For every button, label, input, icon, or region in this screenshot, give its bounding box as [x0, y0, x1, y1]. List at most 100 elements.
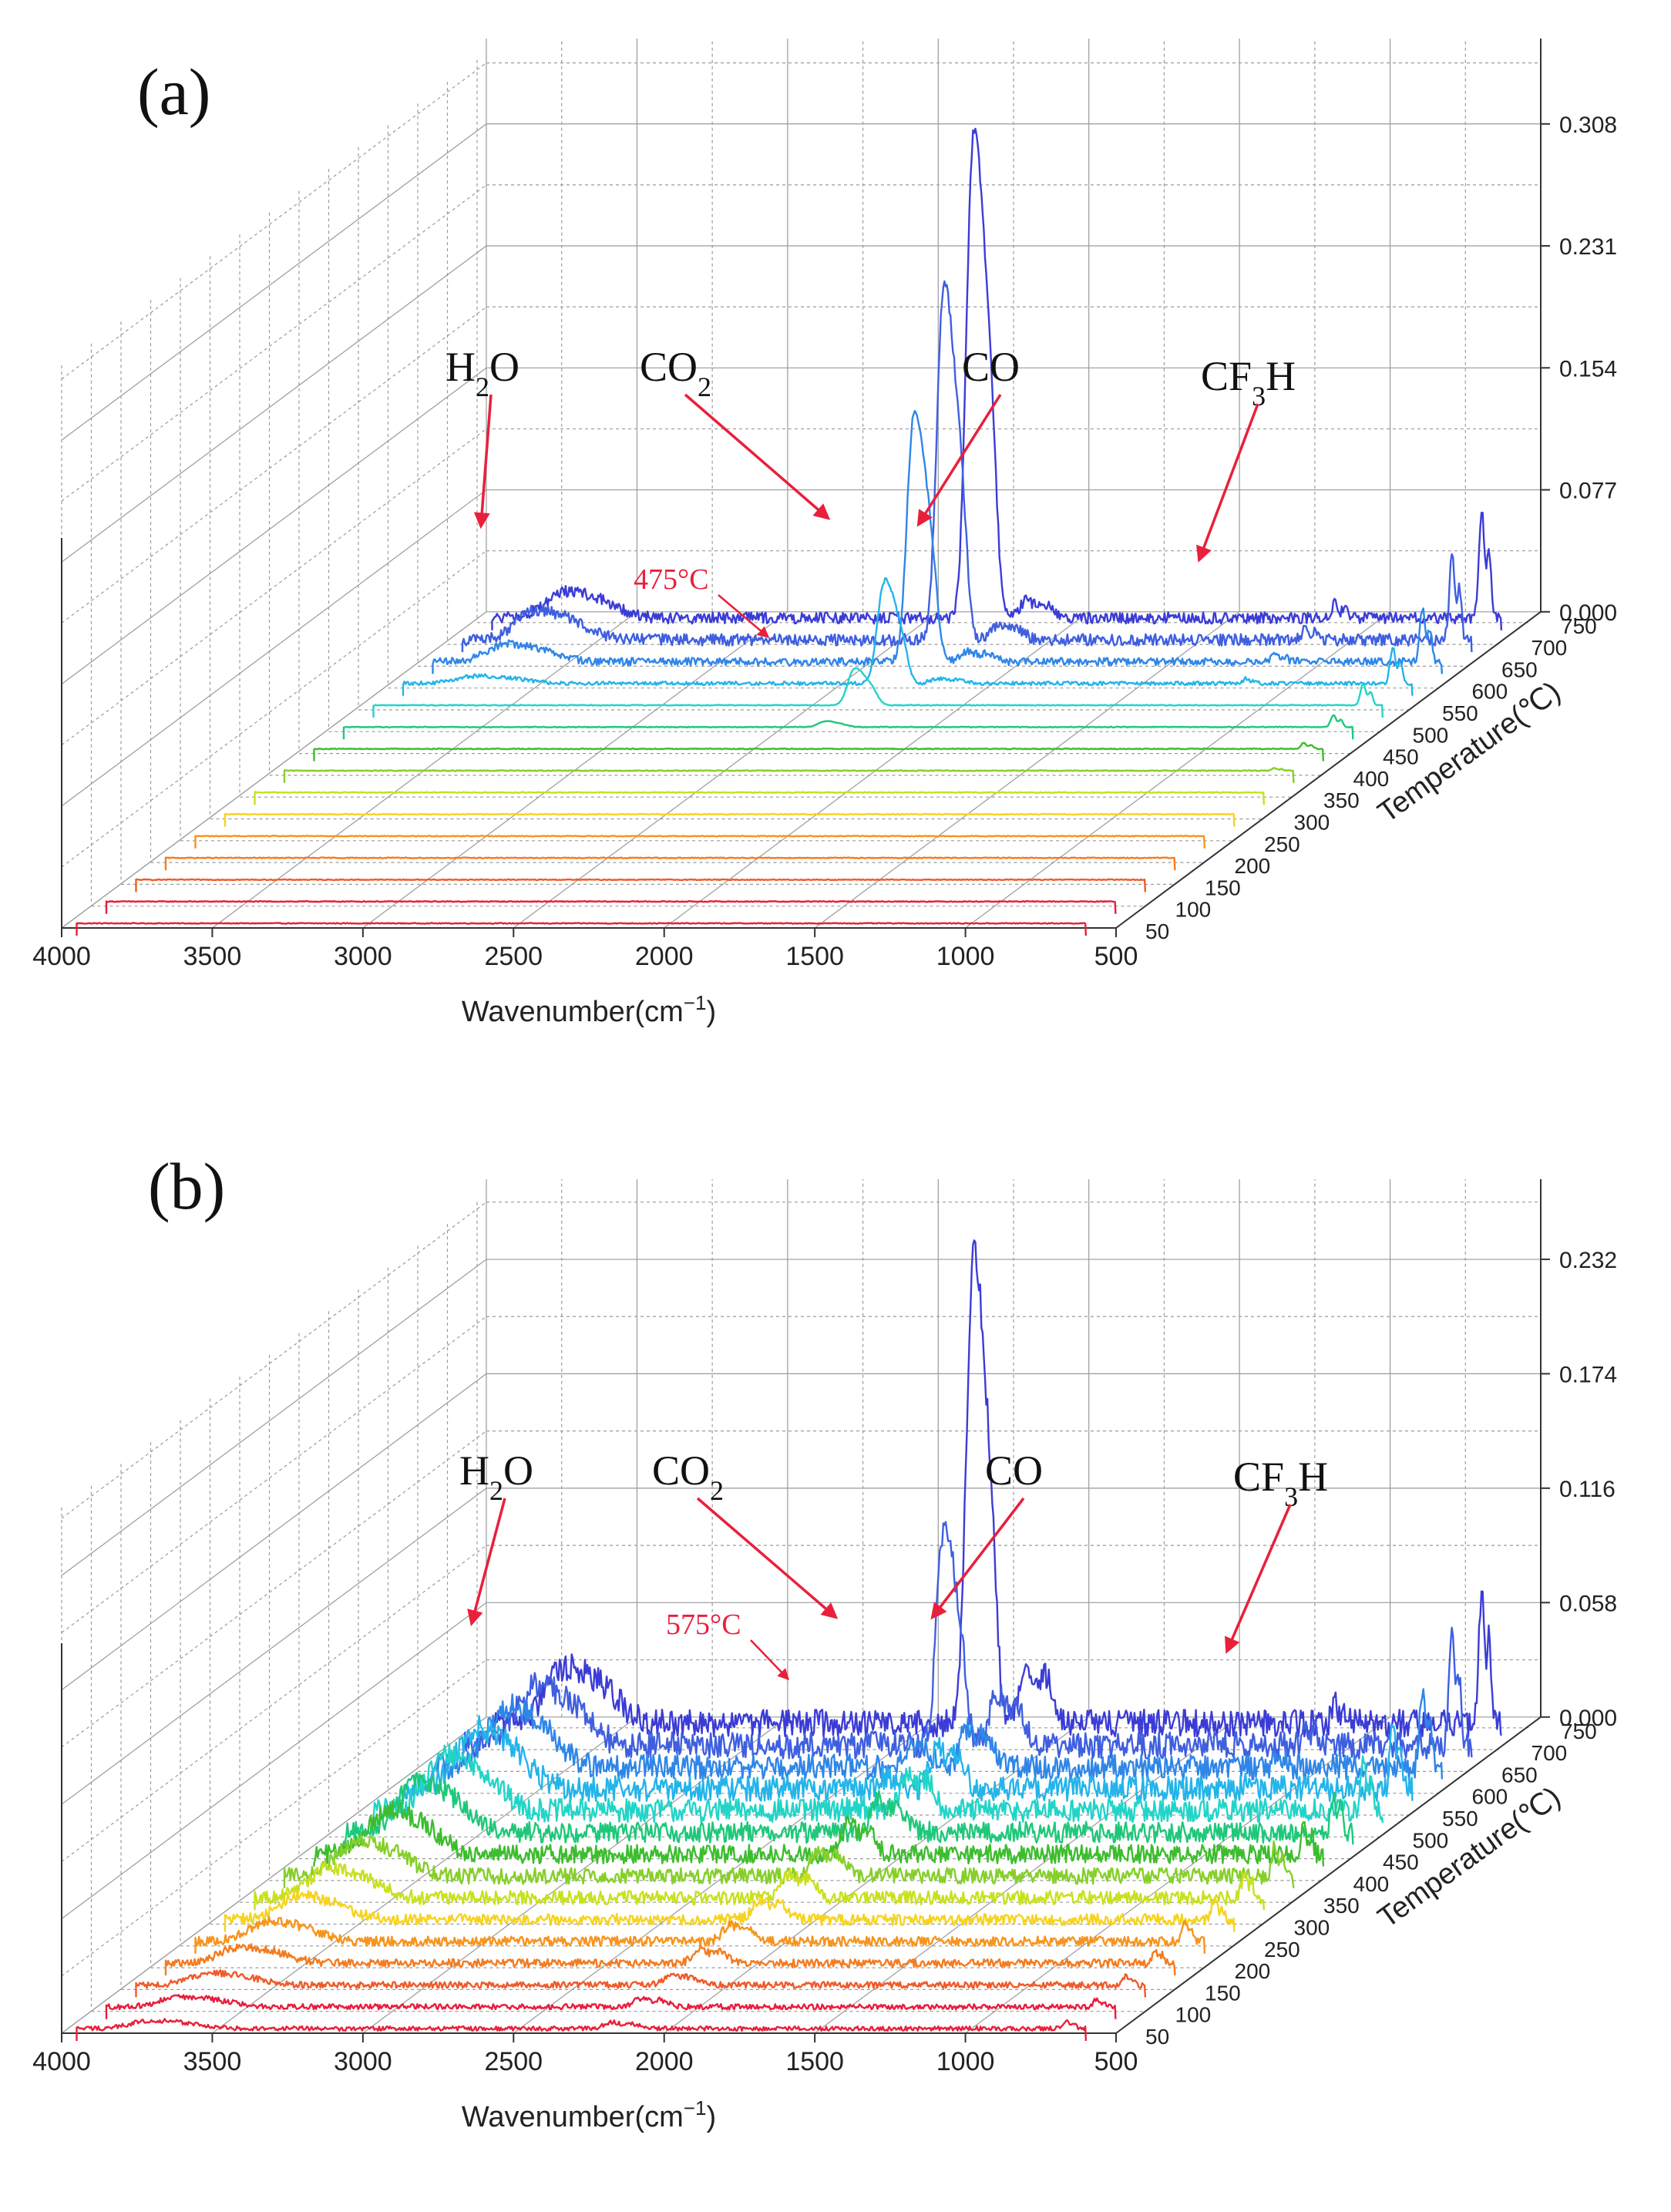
annotation-arrow [750, 1639, 790, 1681]
series-line-700 [461, 280, 1473, 653]
annotation-arrow [684, 393, 831, 520]
series-line-600 [402, 577, 1414, 696]
temperature-tick-label: 250 [1264, 832, 1300, 856]
series-line-200 [164, 1943, 1176, 1976]
temperature-tick-label: 700 [1531, 1741, 1568, 1765]
annotation-label: CF3H [1201, 353, 1296, 412]
temperature-tick-label: 400 [1353, 1872, 1390, 1896]
panel-label: (a) [137, 55, 210, 129]
z-tick-label: 0.232 [1559, 1248, 1617, 1273]
temperature-tick-label: 100 [1175, 2003, 1212, 2027]
z-tick-label: 0.231 [1559, 234, 1617, 260]
temperature-tick-label: 450 [1383, 1851, 1419, 1874]
spectra [76, 1239, 1503, 2042]
grid-lines [61, 1179, 1542, 2034]
temperature-tick-label: 200 [1235, 1959, 1271, 1983]
x-tick-label: 1500 [785, 2047, 844, 2076]
series-line-500 [342, 1772, 1354, 1845]
annotation-label: CO2 [652, 1447, 724, 1506]
z-tick-label: 0.116 [1559, 1477, 1616, 1502]
temperature-tick-labels: 5010015020025030035040045050055060065070… [1145, 1720, 1597, 2049]
series-line-350 [254, 1861, 1266, 1911]
x-tick-label: 4000 [32, 2047, 91, 2076]
series-line-700 [461, 1521, 1473, 1760]
series-line-300 [224, 1890, 1236, 1932]
annotation-label: CO2 [640, 344, 711, 402]
series-line-200 [164, 856, 1176, 871]
series-line-400 [283, 767, 1295, 783]
temperature-tick-label: 250 [1264, 1938, 1300, 1962]
temperature-tick-label: 400 [1353, 767, 1390, 791]
temperature-tick-label: 550 [1442, 1807, 1478, 1830]
z-tick-label: 0.058 [1559, 1591, 1617, 1616]
x-tick-label: 3000 [334, 2047, 392, 2076]
temperature-tick-label: 150 [1205, 1981, 1241, 2005]
z-tick-label: 0.308 [1559, 113, 1617, 138]
series-line-650 [432, 409, 1444, 674]
x-tick-label: 3500 [183, 2047, 242, 2076]
temperature-tick-label: 550 [1442, 701, 1478, 725]
temperature-tick-labels: 5010015020025030035040045050055060065070… [1145, 614, 1597, 943]
x-tick-label: 500 [1094, 2047, 1138, 2076]
temperature-tick-label: 50 [1145, 919, 1169, 943]
temperature-tick-label: 150 [1205, 876, 1241, 899]
annotation-arrow [718, 594, 770, 638]
annotation-arrow [696, 1497, 839, 1619]
temperature-axis-line [1115, 610, 1542, 929]
temperature-tick-label: 750 [1561, 614, 1597, 638]
annotations: H2O CO2 CO CF3H 575°C [459, 1447, 1328, 1681]
temperature-tick-label: 600 [1472, 1785, 1508, 1809]
z-tick-label: 0.174 [1559, 1362, 1617, 1387]
series-line-450 [313, 741, 1325, 761]
panel-b: 4000 3500 3000 2500 2000 1500 1000 500 Wavenumbe… [32, 1149, 1617, 2133]
z-tick-label: 0.154 [1559, 356, 1617, 382]
annotation-arrow [930, 1497, 1025, 1620]
z-tick-labels: 0.000 0.058 0.116 0.174 0.232 [1541, 1248, 1617, 1731]
series-line-650 [432, 1688, 1444, 1780]
annotation-arrow [1196, 403, 1259, 563]
temperature-tick-label: 50 [1145, 2025, 1169, 2049]
x-tick-label: 1000 [936, 942, 995, 971]
x-tick-label: 3000 [334, 942, 392, 971]
temperature-tick-label: 300 [1294, 811, 1330, 835]
x-tick-label: 2500 [484, 2047, 543, 2076]
x-tick-label: 500 [1094, 942, 1138, 971]
spectra [76, 127, 1503, 936]
temperature-tick-label: 700 [1531, 636, 1568, 660]
z-tick-label: 0.077 [1559, 479, 1617, 504]
annotation-label: H2O [445, 344, 519, 402]
x-tick-label: 2000 [635, 942, 694, 971]
x-tick-label: 1500 [785, 942, 844, 971]
panel-a: 4000 3500 3000 2500 2000 1500 1000 500 Wavenumbe… [32, 39, 1617, 1028]
series-line-100 [105, 1994, 1117, 2019]
series-line-300 [224, 812, 1236, 827]
x-tick-label: 2000 [635, 2047, 694, 2076]
series-line-250 [194, 835, 1206, 849]
x-axis-label: Wavenumber(cm−1) [462, 2096, 716, 2133]
annotation-arrow [1225, 1504, 1292, 1654]
series-line-750 [491, 1239, 1503, 1738]
x-tick-labels: 4000 3500 3000 2500 2000 1500 1000 500 [32, 928, 1138, 971]
x-tick-labels: 4000 3500 3000 2500 2000 1500 1000 500 [32, 2033, 1138, 2076]
annotation-arrow [473, 394, 493, 529]
series-line-150 [135, 878, 1147, 893]
series-line-550 [372, 667, 1384, 718]
z-tick-label: 0.000 [1559, 1706, 1617, 1731]
x-tick-label: 4000 [32, 942, 91, 971]
series-line-550 [372, 1743, 1384, 1824]
temperature-tick-label: 500 [1413, 1828, 1449, 1852]
temperature-axis-line [1115, 1716, 1542, 2034]
temperature-tick-label: 350 [1323, 788, 1360, 812]
annotation-label: CO [985, 1447, 1043, 1494]
grid-lines [61, 39, 1542, 929]
annotation-label: H2O [459, 1447, 533, 1506]
series-line-450 [313, 1800, 1325, 1867]
series-line-150 [135, 1969, 1147, 1998]
temperature-tick-label: 450 [1383, 745, 1419, 769]
temperature-tick-label: 650 [1501, 1763, 1538, 1787]
series-line-50 [76, 2018, 1088, 2042]
series-line-50 [76, 922, 1088, 936]
temperature-tick-label: 650 [1501, 657, 1538, 681]
temperature-tick-label: 300 [1294, 1916, 1330, 1940]
